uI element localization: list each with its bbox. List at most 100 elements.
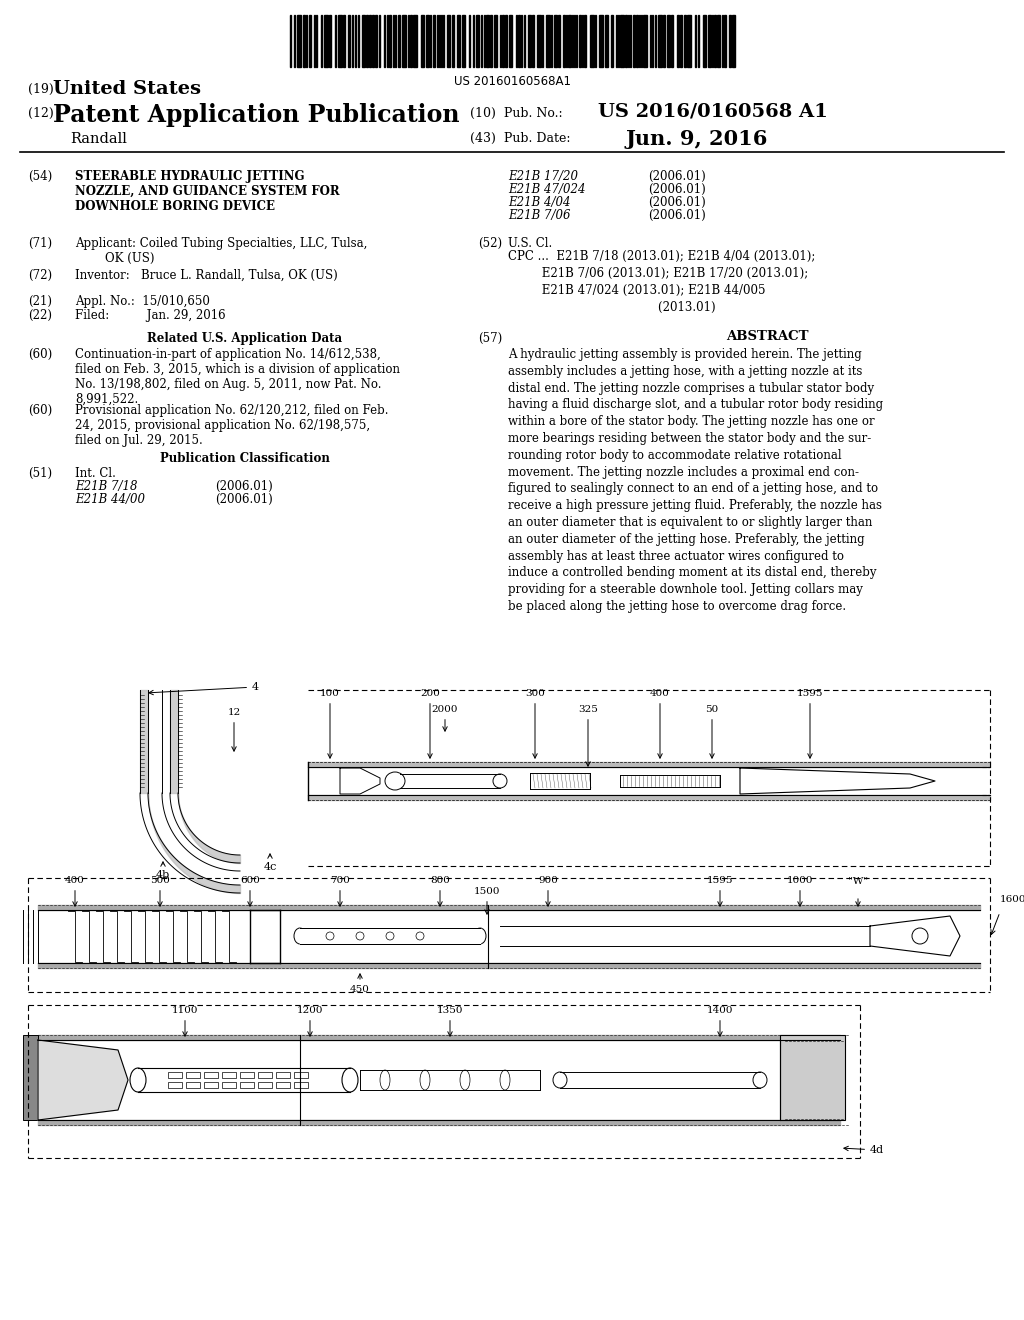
- Text: Patent Application Publication: Patent Application Publication: [53, 103, 460, 127]
- Text: Publication Classification: Publication Classification: [160, 451, 330, 465]
- Bar: [276, 1082, 290, 1088]
- Text: 900: 900: [538, 876, 558, 906]
- Text: 800: 800: [430, 876, 450, 906]
- Text: 1600: 1600: [1000, 895, 1024, 904]
- Text: 4c: 4c: [263, 854, 276, 873]
- Bar: [537, 15, 541, 67]
- Text: (51): (51): [28, 467, 52, 480]
- Bar: [410, 15, 412, 67]
- Text: CPC ...  E21B 7/18 (2013.01); E21B 4/04 (2013.01);
         E21B 7/06 (2013.01);: CPC ... E21B 7/18 (2013.01); E21B 4/04 (…: [508, 249, 815, 314]
- Bar: [462, 15, 465, 67]
- Text: (60): (60): [28, 404, 52, 417]
- Text: 450: 450: [350, 985, 370, 994]
- Text: (10)  Pub. No.:: (10) Pub. No.:: [470, 107, 562, 120]
- Bar: [348, 15, 350, 67]
- Text: E21B 44/00: E21B 44/00: [75, 492, 145, 506]
- Bar: [732, 15, 735, 67]
- Bar: [505, 15, 507, 67]
- Text: 4b: 4b: [156, 862, 170, 880]
- Text: Continuation-in-part of application No. 14/612,538,
filed on Feb. 3, 2015, which: Continuation-in-part of application No. …: [75, 348, 400, 407]
- Text: (2006.01): (2006.01): [648, 170, 706, 183]
- Ellipse shape: [753, 1072, 767, 1088]
- Text: (60): (60): [28, 348, 52, 360]
- Bar: [584, 15, 586, 67]
- Text: 1595: 1595: [707, 876, 733, 906]
- Bar: [724, 15, 726, 67]
- Bar: [605, 15, 608, 67]
- Text: Related U.S. Application Data: Related U.S. Application Data: [147, 333, 343, 345]
- Ellipse shape: [553, 1072, 567, 1088]
- Text: U.S. Cl.: U.S. Cl.: [508, 238, 552, 249]
- Text: Inventor:   Bruce L. Randall, Tulsa, OK (US): Inventor: Bruce L. Randall, Tulsa, OK (U…: [75, 269, 338, 282]
- Text: 12: 12: [227, 708, 241, 751]
- Bar: [568, 15, 571, 67]
- Text: 4: 4: [148, 682, 259, 694]
- Bar: [303, 15, 305, 67]
- Bar: [663, 15, 665, 67]
- Bar: [677, 15, 679, 67]
- Text: 300: 300: [525, 689, 545, 758]
- Bar: [490, 15, 492, 67]
- Bar: [486, 15, 489, 67]
- Text: Jun. 9, 2016: Jun. 9, 2016: [625, 129, 767, 149]
- Text: Int. Cl.: Int. Cl.: [75, 467, 116, 480]
- Text: ABSTRACT: ABSTRACT: [726, 330, 808, 343]
- Bar: [452, 15, 454, 67]
- Bar: [258, 1082, 272, 1088]
- Bar: [240, 1082, 254, 1088]
- Text: (52): (52): [478, 238, 502, 249]
- Bar: [421, 15, 424, 67]
- Text: US 20160160568A1: US 20160160568A1: [454, 75, 570, 88]
- Bar: [338, 15, 342, 67]
- Text: United States: United States: [53, 81, 201, 98]
- Text: Provisional application No. 62/120,212, filed on Feb.
24, 2015, provisional appl: Provisional application No. 62/120,212, …: [75, 404, 388, 447]
- Text: 400: 400: [650, 689, 670, 758]
- Bar: [186, 1082, 200, 1088]
- Bar: [636, 15, 638, 67]
- Bar: [518, 15, 520, 67]
- Bar: [620, 15, 624, 67]
- Bar: [168, 1082, 182, 1088]
- Ellipse shape: [342, 1068, 358, 1092]
- Bar: [611, 15, 613, 67]
- Bar: [476, 15, 479, 67]
- Bar: [204, 1072, 218, 1078]
- Bar: [502, 15, 504, 67]
- Bar: [222, 1072, 236, 1078]
- Text: (54): (54): [28, 170, 52, 183]
- Bar: [546, 15, 550, 67]
- Bar: [643, 15, 647, 67]
- Bar: [780, 1035, 845, 1119]
- Text: A hydraulic jetting assembly is provided herein. The jetting
assembly includes a: A hydraulic jetting assembly is provided…: [508, 348, 883, 612]
- Bar: [375, 15, 377, 67]
- Text: 400: 400: [66, 876, 85, 906]
- Text: (2006.01): (2006.01): [215, 480, 272, 492]
- Bar: [276, 1072, 290, 1078]
- Text: (2006.01): (2006.01): [648, 183, 706, 195]
- Bar: [667, 15, 670, 67]
- Bar: [413, 15, 417, 67]
- Bar: [329, 15, 331, 67]
- Bar: [494, 15, 497, 67]
- Bar: [714, 15, 716, 67]
- Bar: [309, 15, 311, 67]
- Text: (21): (21): [28, 294, 52, 308]
- Text: (2006.01): (2006.01): [648, 195, 706, 209]
- Text: 700: 700: [330, 876, 350, 906]
- Text: E21B 7/06: E21B 7/06: [508, 209, 570, 222]
- Bar: [240, 1072, 254, 1078]
- Bar: [680, 15, 682, 67]
- Text: (43)  Pub. Date:: (43) Pub. Date:: [470, 132, 570, 145]
- Bar: [362, 15, 365, 67]
- Text: 100: 100: [321, 689, 340, 758]
- Bar: [579, 15, 581, 67]
- Bar: [294, 1082, 308, 1088]
- Bar: [433, 15, 435, 67]
- Text: Applicant: Coiled Tubing Specialties, LLC, Tulsa,
        OK (US): Applicant: Coiled Tubing Specialties, LL…: [75, 238, 368, 265]
- Bar: [532, 15, 534, 67]
- Text: 600: 600: [240, 876, 260, 906]
- Bar: [402, 15, 406, 67]
- Bar: [447, 15, 450, 67]
- Text: E21B 47/024: E21B 47/024: [508, 183, 586, 195]
- Bar: [717, 15, 720, 67]
